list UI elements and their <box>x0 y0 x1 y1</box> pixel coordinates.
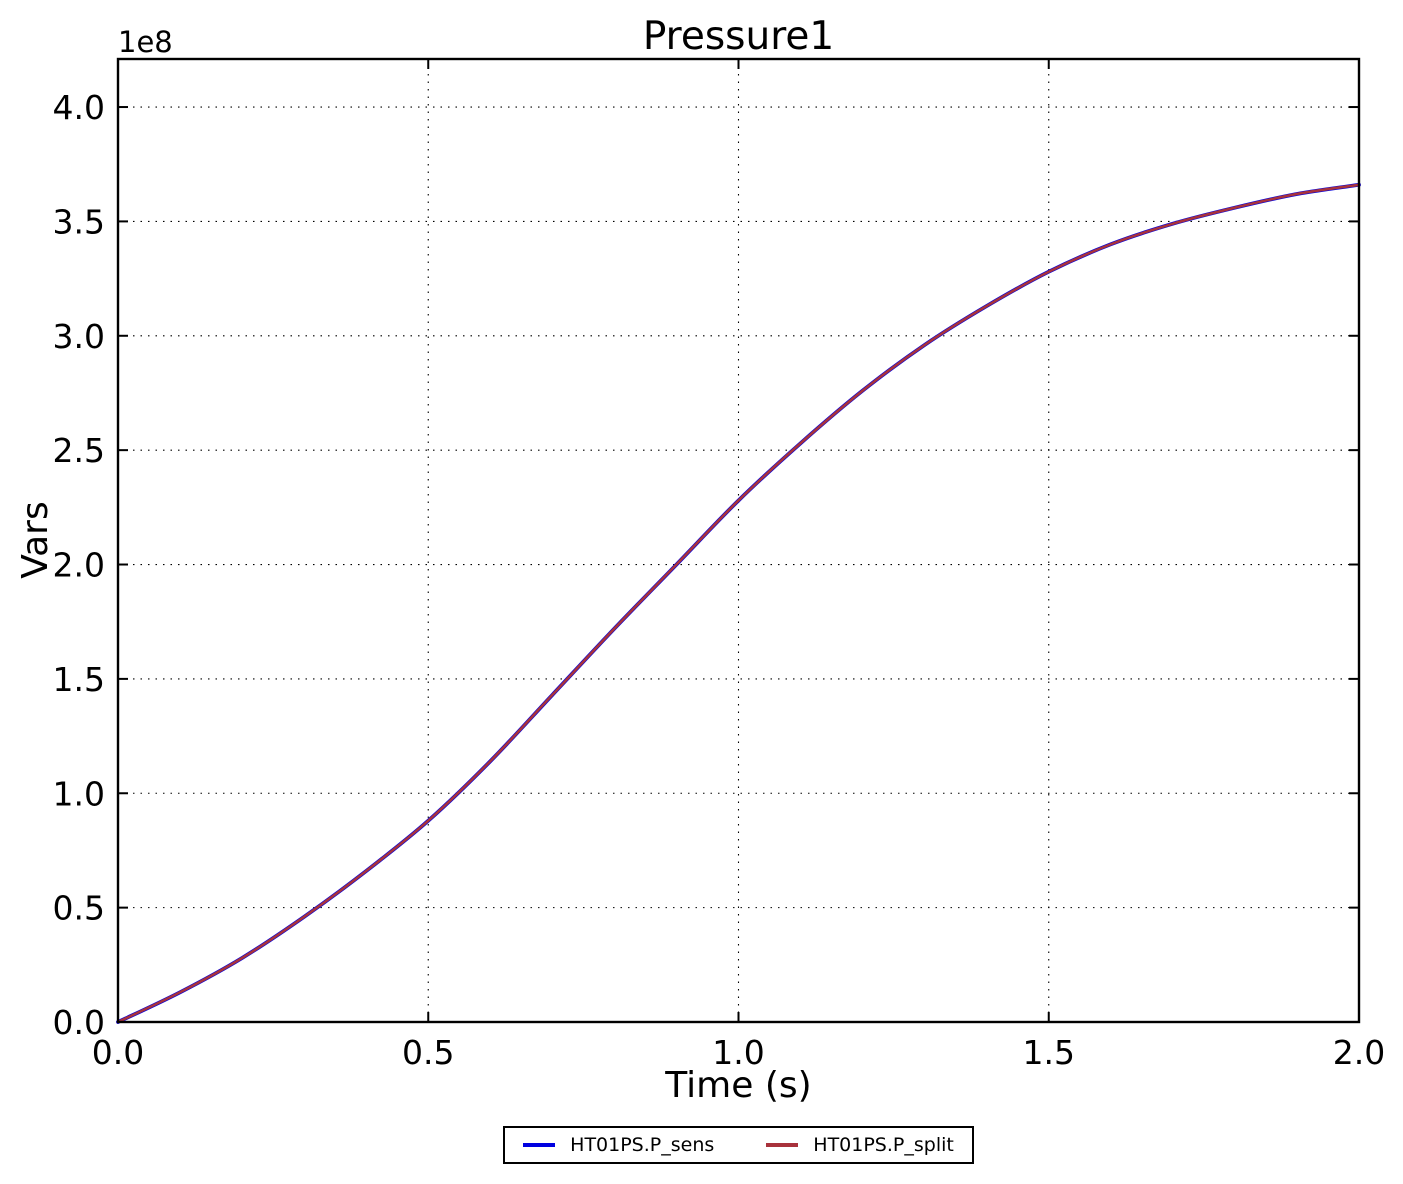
y-tick-label: 3.0 <box>53 317 105 356</box>
x-tick-label: 0.0 <box>92 1033 144 1072</box>
y-tick-label: 1.0 <box>53 774 105 813</box>
y-tick-label: 0.0 <box>53 1003 105 1042</box>
x-tick-label: 0.5 <box>402 1033 454 1072</box>
legend-label: HT01PS.P_sens <box>570 1133 715 1156</box>
legend: HT01PS.P_sens HT01PS.P_split <box>503 1126 974 1164</box>
y-tick-label: 4.0 <box>53 88 105 127</box>
legend-label: HT01PS.P_split <box>813 1133 954 1156</box>
x-axis-label: Time (s) <box>665 1065 812 1106</box>
series-line-p-split <box>116 183 1361 1024</box>
y-tick-label: 2.0 <box>53 546 105 585</box>
legend-item-p-split: HT01PS.P_split <box>766 1133 954 1156</box>
series-line-p-sens <box>116 182 1361 1024</box>
legend-line-swatch-blue <box>523 1143 556 1147</box>
x-tick-label: 2.0 <box>1333 1033 1385 1072</box>
legend-item-p-sens: HT01PS.P_sens <box>523 1133 715 1156</box>
legend-container: HT01PS.P_sens HT01PS.P_split <box>118 1126 1359 1164</box>
legend-line-swatch-darkred <box>766 1143 799 1147</box>
x-tick-label: 1.0 <box>712 1033 764 1072</box>
y-axis-offset-label: 1e8 <box>118 25 173 59</box>
x-tick-label: 1.5 <box>1023 1033 1075 1072</box>
y-tick-label: 0.5 <box>53 889 105 928</box>
chart-title: Pressure1 <box>642 14 835 59</box>
y-tick-label: 1.5 <box>53 660 105 699</box>
y-tick-label: 3.5 <box>53 202 105 241</box>
y-tick-label: 2.5 <box>53 431 105 470</box>
